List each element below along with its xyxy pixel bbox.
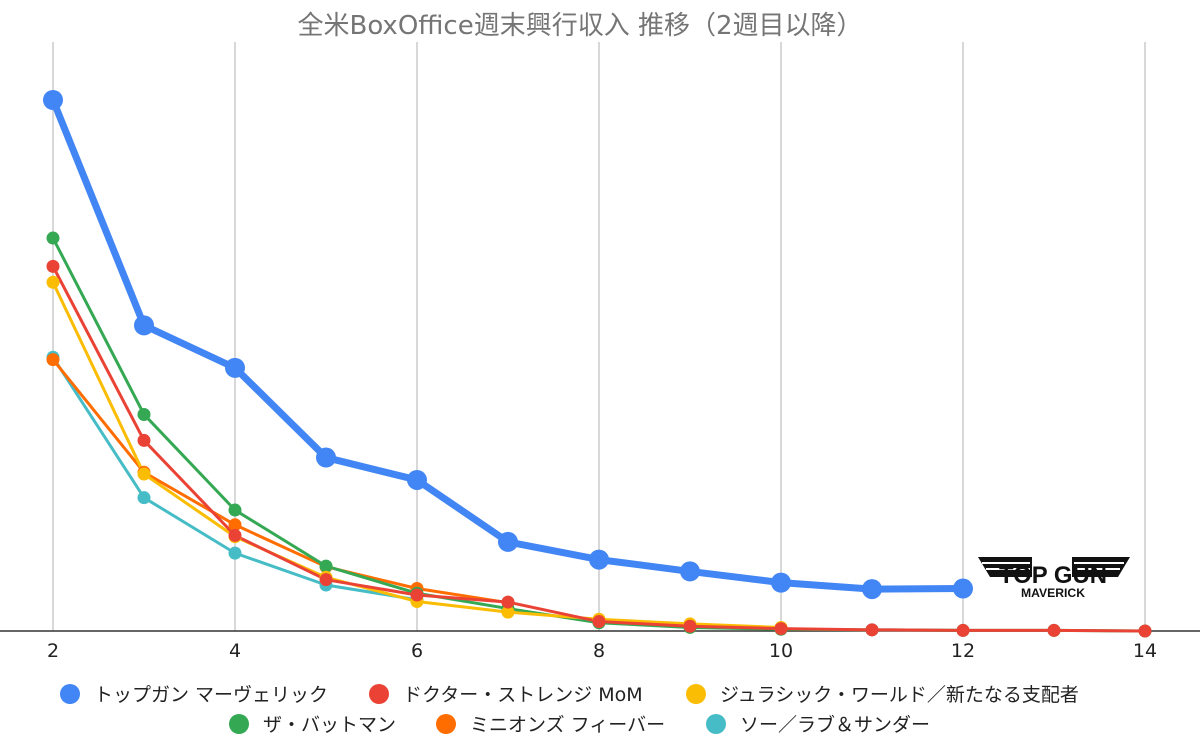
series-3-point-0 bbox=[46, 231, 60, 245]
legend-label-5: ソー／ラブ＆サンダー bbox=[740, 713, 930, 736]
legend-marker-5 bbox=[706, 714, 726, 734]
legend-marker-0 bbox=[60, 684, 80, 704]
x-tick-label-2: 2 bbox=[47, 640, 59, 662]
grid-lines bbox=[52, 42, 1146, 631]
series-5-point-1 bbox=[137, 491, 151, 505]
legend-label-4: ミニオンズ フィーバー bbox=[470, 714, 665, 736]
series-1-point-11 bbox=[1047, 623, 1061, 637]
chart-title: 全米BoxOffice週末興行収入 推移（2週目以降） bbox=[297, 11, 862, 41]
series-0-point-10 bbox=[953, 578, 973, 599]
series-1-point-2 bbox=[228, 528, 242, 542]
series-2-point-5 bbox=[501, 605, 515, 619]
logo-text-top: TOP GUN bbox=[999, 562, 1107, 589]
legend-label-2: ジュラシック・ワールド／新たなる支配者 bbox=[720, 684, 1079, 706]
x-tick-label-10: 10 bbox=[769, 640, 793, 662]
logo-stripe-left-1 bbox=[982, 562, 1030, 564]
series-0-point-4 bbox=[407, 469, 427, 490]
series-1-point-4 bbox=[410, 588, 424, 602]
series-0-point-9 bbox=[862, 579, 882, 600]
top-gun-maverick-logo: TOP GUN MAVERICK bbox=[978, 557, 1130, 600]
x-tick-label-8: 8 bbox=[593, 640, 605, 662]
series-0-point-6 bbox=[589, 549, 609, 570]
series-1-point-8 bbox=[774, 622, 788, 636]
x-tick-label-14: 14 bbox=[1133, 640, 1157, 662]
x-tick-label-4: 4 bbox=[229, 640, 241, 662]
series-3-point-1 bbox=[137, 407, 151, 421]
x-tick-labels: 2 4 6 8 10 12 14 bbox=[47, 640, 1157, 662]
legend-label-1: ドクター・ストレンジ MoM bbox=[403, 684, 643, 706]
series-1-point-12 bbox=[1138, 624, 1152, 638]
series-0-point-5 bbox=[498, 531, 518, 552]
legend-label-3: ザ・バットマン bbox=[263, 714, 396, 736]
x-tick-label-6: 6 bbox=[411, 640, 423, 662]
series-0-point-2 bbox=[225, 357, 245, 378]
series-1-point-5 bbox=[501, 595, 515, 609]
series-1-point-6 bbox=[592, 615, 606, 629]
legend-marker-4 bbox=[436, 714, 456, 734]
series-1-point-0 bbox=[46, 259, 60, 273]
series-5-point-2 bbox=[228, 546, 242, 560]
logo-stripe-right-2 bbox=[1074, 568, 1120, 570]
logo-text-bottom: MAVERICK bbox=[1021, 586, 1085, 600]
series-0-point-0 bbox=[43, 90, 63, 110]
series-0-point-8 bbox=[771, 572, 791, 593]
series-3-point-3 bbox=[319, 559, 333, 573]
series-2-point-1 bbox=[137, 467, 151, 481]
series-1-point-9 bbox=[865, 623, 879, 637]
series-1-point-1 bbox=[137, 433, 151, 447]
series-1-point-3 bbox=[319, 573, 333, 587]
legend-marker-3 bbox=[229, 714, 249, 734]
logo-stripe-right-1 bbox=[1074, 562, 1124, 564]
series-4-point-0 bbox=[46, 353, 60, 367]
series-line-4 bbox=[51, 358, 510, 605]
series-0-point-3 bbox=[316, 447, 336, 468]
x-tick-label-12: 12 bbox=[951, 640, 975, 662]
series-4-point-2 bbox=[228, 518, 242, 532]
legend-marker-1 bbox=[369, 684, 389, 704]
series-1-point-10 bbox=[956, 623, 970, 637]
series-0-point-1 bbox=[134, 315, 154, 336]
logo-stripe-left-2 bbox=[986, 568, 1030, 570]
series-2-point-0 bbox=[46, 275, 60, 289]
series-layer bbox=[43, 90, 1152, 638]
legend: トップガン マーヴェリック ドクター・ストレンジ MoM ジュラシック・ワールド／新… bbox=[60, 684, 1079, 736]
series-1-point-7 bbox=[683, 619, 697, 633]
series-3-point-2 bbox=[228, 503, 242, 517]
series-0-point-7 bbox=[680, 561, 700, 582]
legend-marker-2 bbox=[686, 684, 706, 704]
legend-label-0: トップガン マーヴェリック bbox=[94, 684, 328, 706]
